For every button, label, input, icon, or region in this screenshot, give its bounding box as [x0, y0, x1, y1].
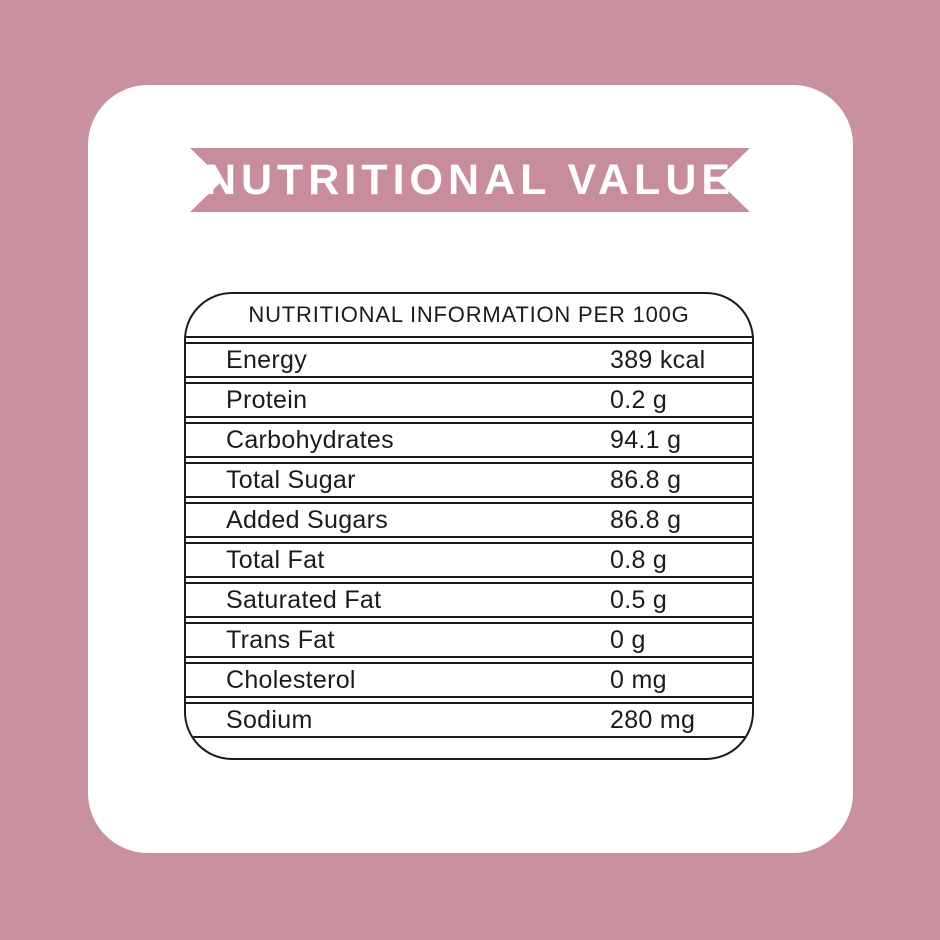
label-card: NUTRITIONAL VALUE NUTRITIONAL INFORMATIO…: [88, 85, 853, 853]
table-row: Total Fat 0.8 g: [186, 542, 752, 578]
row-value: 0.2 g: [610, 385, 668, 414]
row-label: Total Fat: [226, 545, 325, 574]
table-row: Carbohydrates 94.1 g: [186, 422, 752, 458]
row-label: Added Sugars: [226, 505, 389, 534]
table-row: Cholesterol 0 mg: [186, 662, 752, 698]
row-value: 86.8 g: [610, 465, 682, 494]
row-label: Protein: [226, 385, 308, 414]
table-row: Saturated Fat 0.5 g: [186, 582, 752, 618]
row-label: Carbohydrates: [226, 425, 394, 454]
row-label: Sodium: [226, 705, 313, 734]
row-value: 0.8 g: [610, 545, 668, 574]
row-value: 0 mg: [610, 665, 667, 694]
row-value: 0 g: [610, 625, 646, 654]
row-label: Cholesterol: [226, 665, 356, 694]
row-value: 86.8 g: [610, 505, 682, 534]
row-value: 0.5 g: [610, 585, 668, 614]
table-row: Energy 389 kcal: [186, 342, 752, 378]
table-row: Protein 0.2 g: [186, 382, 752, 418]
row-value: 94.1 g: [610, 425, 682, 454]
table-row: Sodium 280 mg: [186, 702, 752, 738]
row-label: Energy: [226, 345, 308, 374]
row-label: Saturated Fat: [226, 585, 382, 614]
row-value: 280 mg: [610, 705, 696, 734]
nutrition-table: NUTRITIONAL INFORMATION PER 100G Energy 3…: [184, 292, 754, 760]
row-label: Trans Fat: [226, 625, 335, 654]
row-value: 389 kcal: [610, 345, 706, 374]
table-rows: Energy 389 kcal Protein 0.2 g Carbohydrates 9…: [186, 342, 752, 738]
row-label: Total Sugar: [226, 465, 356, 494]
table-header: NUTRITIONAL INFORMATION PER 100G: [186, 294, 752, 338]
page-title: NUTRITIONAL VALUE: [204, 155, 736, 204]
table-row: Added Sugars 86.8 g: [186, 502, 752, 538]
title-ribbon: NUTRITIONAL VALUE: [190, 148, 750, 212]
table-row: Total Sugar 86.8 g: [186, 462, 752, 498]
table-row: Trans Fat 0 g: [186, 622, 752, 658]
